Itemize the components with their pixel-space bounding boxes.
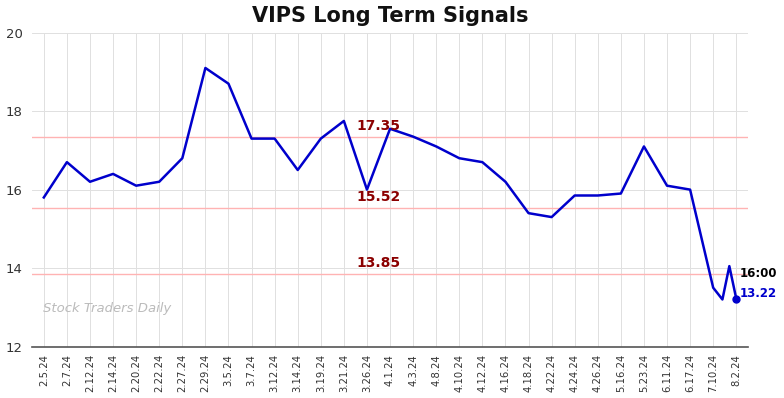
Text: Stock Traders Daily: Stock Traders Daily bbox=[43, 302, 171, 315]
Text: 13.22: 13.22 bbox=[740, 287, 777, 300]
Text: 13.85: 13.85 bbox=[357, 256, 401, 270]
Title: VIPS Long Term Signals: VIPS Long Term Signals bbox=[252, 6, 528, 25]
Text: 15.52: 15.52 bbox=[357, 190, 401, 205]
Text: 17.35: 17.35 bbox=[357, 119, 401, 133]
Text: 16:00: 16:00 bbox=[740, 267, 777, 280]
